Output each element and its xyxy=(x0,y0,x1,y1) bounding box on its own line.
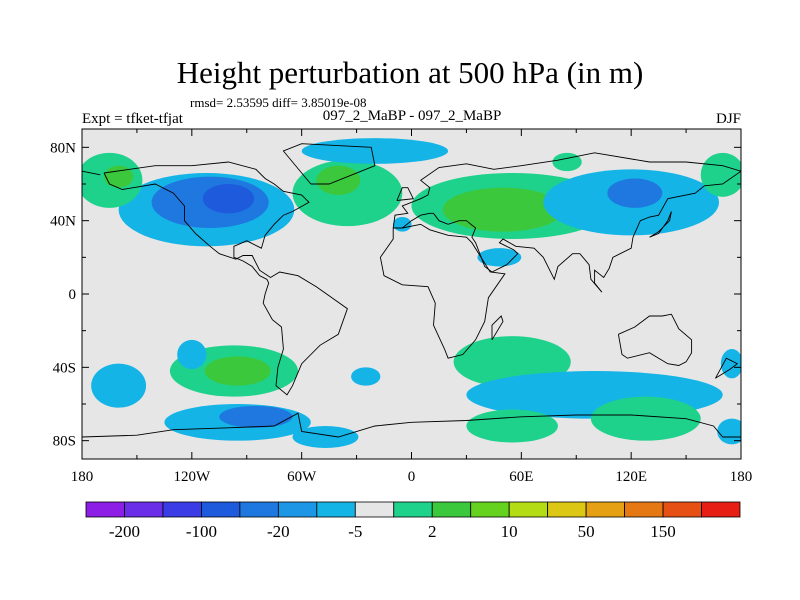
coastline xyxy=(82,412,741,438)
x-tick-label: 180 xyxy=(730,469,753,485)
x-tick-label: 60W xyxy=(287,469,317,485)
experiment-label: Expt = tfket-tfjat xyxy=(82,111,184,127)
colorbar-label: -20 xyxy=(267,522,290,541)
coastline xyxy=(396,187,414,201)
contour-region xyxy=(301,138,449,164)
x-tick-label: 120E xyxy=(615,469,647,485)
colorbar-swatch xyxy=(393,501,433,518)
colorbar-label: 10 xyxy=(501,522,518,541)
colorbar-swatch xyxy=(316,501,356,518)
contour-region xyxy=(393,217,412,232)
coastline xyxy=(379,223,506,359)
x-tick-label: 0 xyxy=(408,469,416,485)
colorbar-label: -5 xyxy=(348,522,362,541)
colorbar-swatch xyxy=(354,501,395,518)
colorbar-swatch xyxy=(547,501,587,518)
y-tick-label: 40S xyxy=(53,360,76,376)
colorbar-swatch xyxy=(624,501,664,518)
colorbar-swatch xyxy=(431,501,472,518)
axis-ticks: 180 120W 60W 0 60E 120E 180 80N 40N 0 40S 80S xyxy=(50,129,752,485)
colorbar-swatch xyxy=(162,501,202,518)
contour-region xyxy=(466,409,558,443)
colorbar-label: 2 xyxy=(428,522,437,541)
colorbar-swatch xyxy=(470,501,510,518)
contour-region xyxy=(442,187,564,232)
contour-region xyxy=(91,363,147,408)
y-tick-label: 80N xyxy=(50,140,76,156)
y-tick-label: 0 xyxy=(69,287,77,303)
colorbar-label: 50 xyxy=(578,522,595,541)
colorbar-swatch xyxy=(277,501,318,518)
colorbar-label: -200 xyxy=(109,522,140,541)
contour-region xyxy=(177,339,207,370)
x-tick-label: 180 xyxy=(71,469,94,485)
contour-region xyxy=(700,152,741,197)
map-panel: 180 120W 60W 0 60E 120E 180 80N 40N 0 40S 80S xyxy=(50,128,752,485)
coastline xyxy=(282,143,376,185)
contour-region xyxy=(351,367,381,386)
contour-region xyxy=(219,405,293,428)
coastline xyxy=(82,170,101,176)
contour-region xyxy=(607,178,663,208)
x-tick-label: 120W xyxy=(173,469,211,485)
colorbar-swatch xyxy=(701,501,741,518)
coastline xyxy=(402,170,741,293)
contour-region xyxy=(477,248,522,267)
colorbar-swatch xyxy=(585,501,625,518)
colorbar-swatch xyxy=(201,501,241,518)
contour-region xyxy=(717,418,741,445)
colorbar-label: 150 xyxy=(650,522,676,541)
y-tick-label: 40N xyxy=(50,214,76,230)
contour-region xyxy=(204,356,271,386)
comparison-label: 097_2_MaBP - 097_2_MaBP xyxy=(323,108,502,124)
contour-region xyxy=(292,426,359,448)
chart-title: Height perturbation at 500 hPa (in m) xyxy=(177,55,644,90)
coastline xyxy=(392,152,741,229)
contour-region xyxy=(590,396,701,441)
coastline xyxy=(103,161,348,396)
contour-region xyxy=(552,152,582,172)
colorbar-swatch xyxy=(239,501,279,518)
stats-label: rmsd= 2.53595 diff= 3.85019e-08 xyxy=(190,95,367,110)
colorbar-swatch xyxy=(124,501,164,518)
colorbar-label: -100 xyxy=(186,522,217,541)
y-tick-label: 80S xyxy=(53,434,76,450)
colorbar: -200 -100 -20 -5 2 10 50 150 xyxy=(85,501,741,541)
colorbar-swatch xyxy=(508,501,549,518)
contour-region xyxy=(103,165,134,188)
contour-fill-layer xyxy=(82,138,741,448)
season-label: DJF xyxy=(716,111,741,127)
coastline xyxy=(617,313,693,366)
coastline xyxy=(491,315,504,341)
contour-region xyxy=(202,184,255,214)
x-tick-label: 60E xyxy=(509,469,533,485)
coastline xyxy=(649,211,672,238)
colorbar-swatch xyxy=(85,501,125,518)
contour-region xyxy=(720,349,741,379)
coastline xyxy=(715,357,739,379)
colorbar-swatch xyxy=(662,501,702,518)
coastline-layer xyxy=(82,143,741,438)
